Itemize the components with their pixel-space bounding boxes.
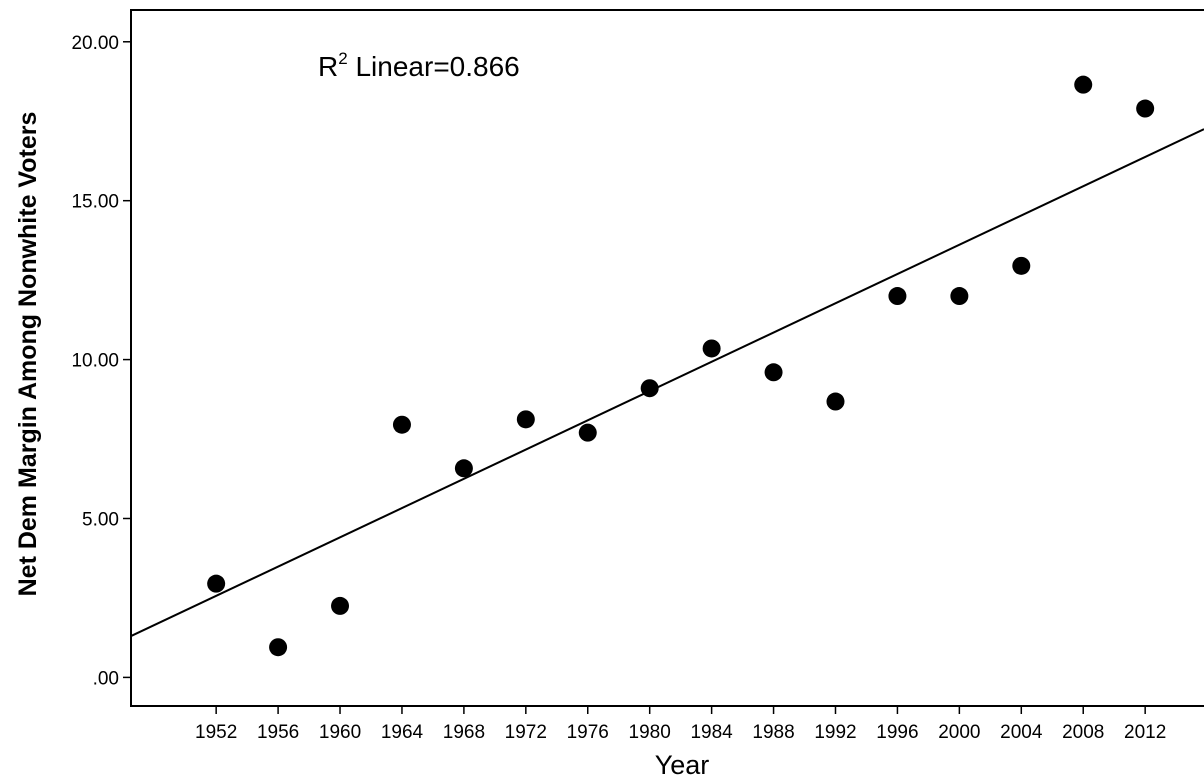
x-tick-label: 2012 [1124, 722, 1166, 743]
annotation-superscript: 2 [338, 49, 347, 68]
x-tick-label: 1968 [443, 722, 485, 743]
data-point [702, 339, 721, 358]
x-tick-label: 1960 [319, 722, 361, 743]
plot-frame [130, 9, 1204, 707]
x-tick-label: 2000 [938, 722, 980, 743]
x-tick-label: 1988 [752, 722, 794, 743]
data-point [1074, 75, 1093, 94]
data-point [1136, 99, 1155, 118]
annotation-r: R [318, 51, 338, 82]
fit-line [130, 128, 1204, 637]
data-point [640, 379, 659, 398]
data-point [207, 574, 226, 593]
data-point [826, 392, 845, 411]
data-point [888, 287, 907, 306]
x-tick-label: 1952 [195, 722, 237, 743]
y-tick-label: 20.00 [71, 33, 119, 54]
x-tick-label: 1972 [505, 722, 547, 743]
data-point [578, 423, 597, 442]
y-tick-label: 10.00 [71, 351, 119, 372]
fit-line-group [130, 128, 1204, 637]
data-point [454, 459, 473, 478]
x-tick-label: 1976 [567, 722, 609, 743]
data-point [764, 363, 783, 382]
data-point [1012, 256, 1031, 275]
plot-axes [130, 9, 1204, 707]
data-point [331, 596, 350, 615]
x-tick-label: 1984 [690, 722, 733, 743]
data-points [207, 75, 1155, 657]
x-tick-label: 1980 [629, 722, 671, 743]
y-tick-label: 5.00 [82, 509, 119, 530]
x-tick-label: 1964 [381, 722, 424, 743]
y-tick-label: .00 [93, 668, 119, 689]
data-point [392, 415, 411, 434]
x-tick-label: 2008 [1062, 722, 1104, 743]
data-point [269, 638, 288, 657]
x-tick-label: 1992 [814, 722, 856, 743]
x-tick-label: 1996 [876, 722, 918, 743]
x-tick-label: 1956 [257, 722, 299, 743]
annotation-text: Linear=0.866 [348, 51, 520, 82]
x-axis-ticks: 1952 1956 1960 1964 1968 1972 1976 1980 1984 1988… [195, 706, 1166, 743]
y-tick-label: 15.00 [71, 192, 119, 213]
data-point [950, 287, 969, 306]
data-point [516, 410, 535, 429]
y-axis-ticks: .00 5.00 10.00 15.00 20.00 [71, 33, 131, 689]
x-tick-label: 2004 [1000, 722, 1043, 743]
r-squared-annotation: R2 Linear=0.866 [318, 49, 520, 82]
x-axis-title: Year [655, 750, 710, 780]
y-axis-title: Net Dem Margin Among Nonwhite Voters [14, 112, 42, 597]
